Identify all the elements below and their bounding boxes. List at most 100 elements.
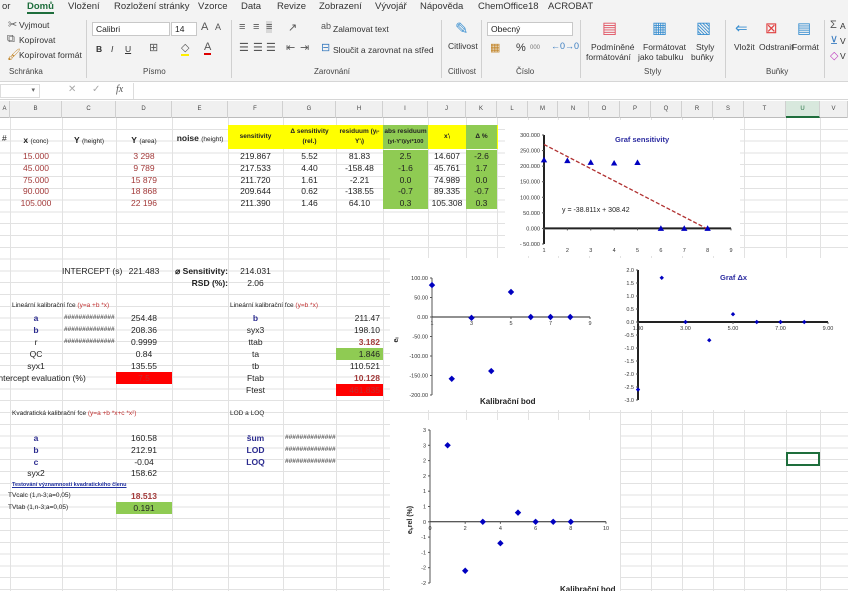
table-cell-xp: 89.335	[434, 186, 460, 197]
insert-function-button[interactable]: fx	[116, 84, 124, 95]
enter-icon[interactable]: ✓	[92, 84, 101, 95]
tab-vzorce[interactable]: Vzorce	[198, 1, 228, 12]
column-header-n[interactable]: N	[558, 101, 589, 118]
tab-data[interactable]: Data	[241, 1, 262, 12]
align-center-icon[interactable]: ☰	[253, 42, 263, 54]
tab-acrobat[interactable]: ACROBAT	[548, 1, 594, 12]
group-label-cells: Buňky	[766, 67, 789, 76]
tab-napoveda[interactable]: Nápověda	[420, 1, 464, 12]
column-header-j[interactable]: J	[428, 101, 466, 118]
column-header-e[interactable]: E	[172, 101, 228, 118]
align-middle-icon[interactable]: ≡	[253, 21, 260, 33]
copy-button[interactable]: Kopírovat	[19, 35, 56, 45]
increase-decimal-icon[interactable]: ←0	[551, 41, 566, 51]
bold-button[interactable]: B	[96, 44, 103, 54]
y-tick-label: 2	[423, 474, 426, 480]
clear-icon[interactable]: ◇	[830, 50, 839, 62]
column-header-t[interactable]: T	[744, 101, 786, 118]
increase-indent-icon[interactable]: ⇥	[300, 42, 310, 54]
thousands-button[interactable]: 000	[530, 45, 541, 51]
conditional-format-button[interactable]: Podmíněné	[591, 42, 635, 52]
column-header-h[interactable]: H	[336, 101, 383, 118]
chart-1[interactable]: - 50.000 0.000 50.000 100.000 150.000 200.000…	[505, 120, 740, 256]
cancel-icon[interactable]: ✕	[68, 84, 77, 95]
column-header-r[interactable]: R	[682, 101, 713, 118]
cell-styles-button[interactable]: Styly	[696, 42, 715, 52]
tab-domu[interactable]: Domů	[27, 1, 54, 14]
rsd-value: 2.06	[247, 278, 264, 288]
tab-revize[interactable]: Revize	[277, 1, 307, 12]
font-size-select[interactable]: 14	[171, 22, 197, 36]
increase-font-icon[interactable]: A	[201, 21, 209, 33]
trendline	[543, 143, 707, 230]
name-box[interactable]: ▾	[0, 84, 40, 98]
wrap-text-button[interactable]: Zalamovat text	[333, 24, 389, 34]
font-color-icon[interactable]: A	[204, 41, 212, 55]
delete-cells-button[interactable]: Odstranit	[759, 42, 794, 52]
fill-color-icon[interactable]: ◇	[181, 42, 190, 56]
autosum-icon[interactable]: Σ	[830, 19, 837, 31]
tb-value: 110.521	[349, 361, 380, 371]
column-header-k[interactable]: K	[466, 101, 497, 118]
column-header-p[interactable]: P	[620, 101, 651, 118]
cut-button[interactable]: Vyjmout	[19, 20, 50, 30]
format-painter-button[interactable]: Kopírovat formát	[19, 50, 82, 60]
table-cell-x: 15.000	[23, 151, 49, 161]
column-header-u[interactable]: U	[786, 101, 820, 118]
column-header-l[interactable]: L	[497, 101, 528, 118]
number-format-select[interactable]: Obecný	[487, 22, 573, 36]
formula-input[interactable]	[133, 83, 848, 99]
tab-zobrazeni[interactable]: Zobrazení	[319, 1, 362, 12]
insert-cells-button[interactable]: Vložit	[734, 42, 755, 52]
clear-label[interactable]: V	[840, 51, 846, 61]
accounting-icon[interactable]: ▦	[490, 42, 501, 54]
align-left-icon[interactable]: ☰	[239, 42, 249, 54]
quad-test-link[interactable]: Testování významnosti kvadratického člen…	[12, 482, 127, 488]
data-point	[730, 312, 736, 317]
column-header-a[interactable]: A	[0, 101, 10, 118]
sensitivity-button[interactable]: Citlivost	[448, 41, 478, 51]
quad-a-label: a	[33, 433, 39, 443]
merge-center-button[interactable]: Sloučit a zarovnat na střed	[333, 45, 434, 55]
align-right-icon[interactable]: ☰	[266, 42, 276, 54]
table-cell-abs: -1.6	[383, 161, 428, 174]
align-bottom-icon[interactable]: ≡	[266, 21, 273, 33]
borders-icon[interactable]: ⊞	[149, 42, 159, 54]
column-header-f[interactable]: F	[228, 101, 283, 118]
orientation-icon[interactable]: ↗	[288, 22, 298, 34]
align-top-icon[interactable]: ≡	[239, 21, 246, 33]
column-header-c[interactable]: C	[62, 101, 116, 118]
tab-chemoffice[interactable]: ChemOffice18	[478, 1, 539, 12]
column-header-d[interactable]: D	[116, 101, 172, 118]
fill-label[interactable]: V	[840, 36, 846, 46]
percent-button[interactable]: %	[516, 42, 526, 54]
column-header-s[interactable]: S	[713, 101, 744, 118]
selected-cell[interactable]	[786, 452, 820, 466]
underline-button[interactable]: U	[125, 44, 132, 54]
data-point	[514, 509, 522, 516]
autosum-label[interactable]: A	[840, 21, 846, 31]
decrease-font-icon[interactable]: A	[215, 22, 222, 32]
format-cells-button[interactable]: Formát	[792, 42, 819, 52]
tab-soubor[interactable]: or	[2, 1, 11, 12]
column-header-g[interactable]: G	[283, 101, 336, 118]
fill-icon[interactable]: ⊻	[830, 35, 839, 47]
column-header-v[interactable]: V	[820, 101, 848, 118]
font-name-select[interactable]: Calibri	[92, 22, 170, 36]
column-header-i[interactable]: I	[383, 101, 428, 118]
avg-sensitivity-value: 214.031	[240, 266, 271, 276]
column-header-o[interactable]: O	[589, 101, 620, 118]
column-header-q[interactable]: Q	[651, 101, 682, 118]
chart-4[interactable]: -2 -2 -1 -1 0 1 1 2 2 3 3 0 2 4 6 8 10 Kalibrační bod eᵢ,r…	[390, 420, 620, 593]
format-table-button[interactable]: Formátovat	[643, 42, 686, 52]
column-header-b[interactable]: B	[10, 101, 62, 118]
italic-button[interactable]: I	[111, 44, 114, 54]
decrease-decimal-icon[interactable]: →0	[565, 41, 580, 51]
tab-vyvojar[interactable]: Vývojář	[375, 1, 407, 12]
chart-2[interactable]: -200.00 -150.00 -100.00 -50.00 0.00 50.00 100.…	[390, 258, 615, 410]
decrease-indent-icon[interactable]: ⇤	[286, 42, 296, 54]
tab-rozlozeni[interactable]: Rozložení stránky	[114, 1, 190, 12]
column-header-m[interactable]: M	[528, 101, 558, 118]
chart-3[interactable]: -3.0 -2.5 -2.0 -1.5 -1.0 -0.5 0.0 0.5 1.0 1.5 2.0 1…	[615, 258, 848, 410]
tab-vlozeni[interactable]: Vložení	[68, 1, 100, 12]
